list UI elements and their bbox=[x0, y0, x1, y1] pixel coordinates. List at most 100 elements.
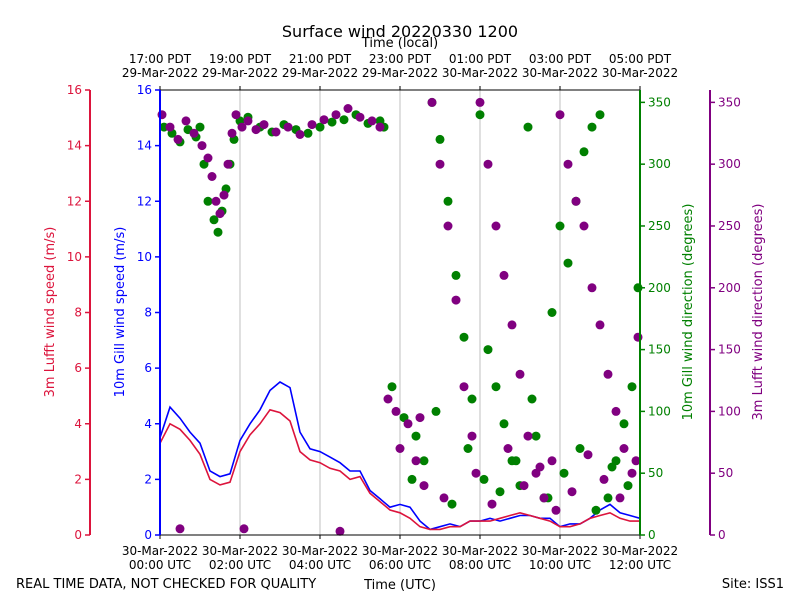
gill_direction-point bbox=[579, 147, 589, 157]
lufft_direction-tick-label: 250 bbox=[718, 219, 741, 233]
gill_direction-point bbox=[431, 406, 441, 416]
series-lufft_speed bbox=[159, 408, 640, 531]
lufft_direction-point bbox=[189, 128, 199, 138]
gill_direction-point bbox=[463, 444, 473, 453]
gill_direction-point bbox=[523, 122, 533, 132]
gill_direction-tick-label: 0 bbox=[648, 528, 656, 542]
bottom-tick-date: 30-Mar-2022 bbox=[442, 544, 518, 558]
lufft_direction-tick-label: 150 bbox=[718, 343, 741, 357]
gill_direction-tick-label: 150 bbox=[648, 343, 671, 357]
gill_direction-point bbox=[195, 122, 205, 132]
lufft_direction-point bbox=[611, 406, 621, 416]
lufft_direction-point bbox=[207, 172, 217, 181]
lufft_direction-point bbox=[459, 382, 469, 392]
gill_direction-point bbox=[623, 481, 633, 491]
gill_direction-point bbox=[387, 382, 397, 392]
lufft_direction-point bbox=[603, 369, 613, 379]
lufft_speed-tick-label: 8 bbox=[74, 306, 82, 320]
lufft_direction-point bbox=[251, 125, 261, 135]
gill_direction-point bbox=[447, 499, 457, 509]
lufft_direction-point bbox=[219, 190, 229, 200]
lufft_direction-point bbox=[627, 468, 637, 478]
lufft_direction-point bbox=[223, 159, 233, 169]
gill_direction-point bbox=[555, 221, 565, 231]
top-tick-time: 21:00 PDT bbox=[289, 52, 352, 66]
lufft_direction-point bbox=[197, 141, 207, 151]
lufft_direction-point bbox=[487, 499, 497, 509]
lufft_direction-point bbox=[367, 116, 377, 126]
lufft_direction-point bbox=[395, 444, 405, 453]
gill_direction-point bbox=[435, 134, 445, 144]
gill_direction-point bbox=[419, 456, 429, 466]
gill_direction-point bbox=[499, 419, 509, 429]
lufft_direction-point bbox=[631, 456, 641, 466]
top-axis-label: Time (local) bbox=[361, 36, 438, 51]
gill_direction-point bbox=[459, 332, 469, 342]
lufft_direction-point bbox=[375, 122, 385, 132]
gill_direction-point bbox=[209, 215, 219, 225]
top-tick-date: 29-Mar-2022 bbox=[362, 66, 438, 80]
lufft_direction-point bbox=[165, 122, 175, 132]
gill_direction-point bbox=[203, 196, 213, 206]
gill_direction-point bbox=[587, 122, 597, 132]
lufft_direction-point bbox=[571, 196, 581, 206]
bottom-tick-date: 30-Mar-2022 bbox=[282, 544, 358, 558]
lufft_direction-point bbox=[211, 196, 221, 206]
y-axis-ticks: 0 2 4 6 8 10 12 14 16 0 2 4 6 8 10 12 14 16 0 50 100 150 200 25… bbox=[67, 83, 741, 542]
lufft_direction-point bbox=[547, 456, 557, 466]
top-tick-time: 03:00 PDT bbox=[529, 52, 592, 66]
gill_direction-point bbox=[411, 431, 421, 441]
top-tick-date: 30-Mar-2022 bbox=[442, 66, 518, 80]
top-tick-time: 19:00 PDT bbox=[209, 52, 272, 66]
lufft_direction-point bbox=[587, 283, 597, 293]
footer-disclaimer: REAL TIME DATA, NOT CHECKED FOR QUALITY bbox=[16, 577, 316, 592]
lufft_direction-point bbox=[523, 431, 533, 441]
gill_direction-point bbox=[591, 505, 601, 515]
gill_direction-point bbox=[531, 431, 541, 441]
bottom-tick-date: 30-Mar-2022 bbox=[202, 544, 278, 558]
lufft_direction-tick-label: 200 bbox=[718, 281, 741, 295]
gill_direction-point bbox=[479, 474, 489, 484]
top-tick-time: 05:00 PDT bbox=[609, 52, 672, 66]
gill_direction-point bbox=[527, 394, 537, 404]
lufft_direction-point bbox=[539, 493, 549, 503]
gill_direction-point bbox=[483, 345, 493, 355]
lufft_direction-point bbox=[355, 112, 365, 122]
lufft_direction-point bbox=[173, 134, 183, 144]
top-tick-time: 17:00 PDT bbox=[129, 52, 192, 66]
lufft_direction-point bbox=[535, 462, 545, 472]
gill_direction-point bbox=[467, 394, 477, 404]
lufft_direction-tick-label: 350 bbox=[718, 95, 741, 109]
top-tick-date: 30-Mar-2022 bbox=[602, 66, 678, 80]
chart-title: Surface wind 20220330 1200 bbox=[282, 22, 518, 41]
lufft_direction-point bbox=[633, 332, 643, 342]
lufft_direction-point bbox=[439, 493, 449, 503]
lufft_direction-point bbox=[427, 97, 437, 107]
lufft_direction-point bbox=[215, 209, 225, 219]
top-tick-time: 01:00 PDT bbox=[449, 52, 512, 66]
top-tick-date: 30-Mar-2022 bbox=[522, 66, 598, 80]
plot-data bbox=[157, 97, 643, 536]
lufft_direction-point bbox=[259, 120, 269, 130]
top-tick-time: 23:00 PDT bbox=[369, 52, 432, 66]
gill_direction-point bbox=[339, 115, 349, 125]
bottom-tick-date: 30-Mar-2022 bbox=[362, 544, 438, 558]
lufft_direction-point bbox=[271, 127, 281, 137]
lufft_direction-point bbox=[419, 481, 429, 491]
gill_direction-point bbox=[315, 122, 325, 132]
lufft_direction-point bbox=[227, 128, 237, 138]
lufft_direction-point bbox=[403, 419, 413, 429]
gill_speed-tick-label: 10 bbox=[137, 250, 152, 264]
lufft_direction-point bbox=[507, 320, 517, 330]
bottom-axis-label: Time (UTC) bbox=[363, 578, 436, 593]
lufft_speed-tick-label: 2 bbox=[74, 472, 82, 486]
lufft_speed-tick-label: 12 bbox=[67, 194, 82, 208]
gill_direction-point bbox=[575, 444, 585, 453]
lufft_direction-point bbox=[555, 110, 565, 120]
lufft_direction-point bbox=[335, 526, 345, 536]
bottom-tick-time: 10:00 UTC bbox=[529, 558, 591, 572]
lufft_direction-point bbox=[503, 444, 513, 453]
lufft_direction-point bbox=[415, 413, 425, 423]
lufft_direction-point bbox=[467, 431, 477, 441]
gill_direction-tick-label: 100 bbox=[648, 404, 671, 418]
